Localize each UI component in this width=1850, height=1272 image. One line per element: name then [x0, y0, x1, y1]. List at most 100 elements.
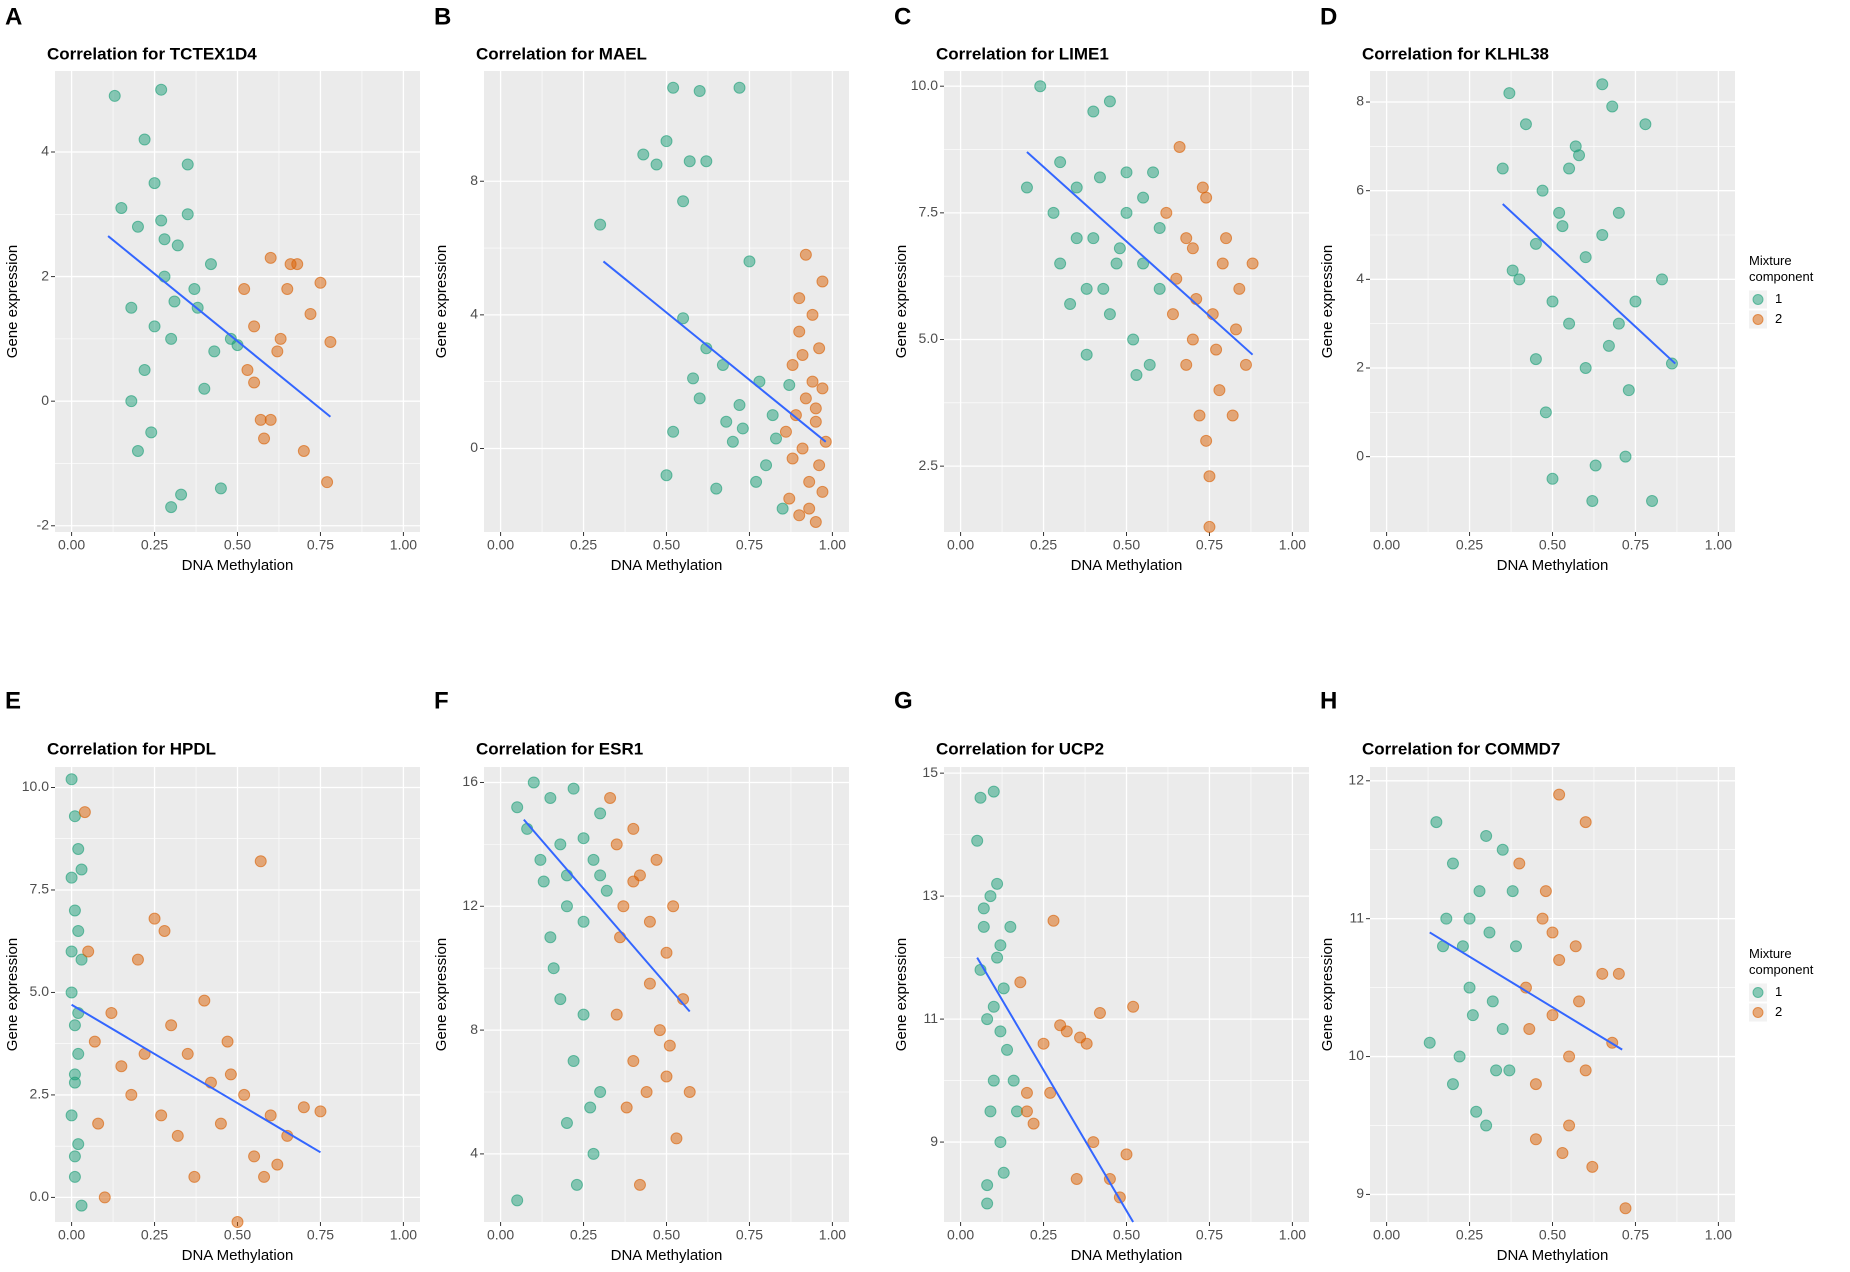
- point: [1203, 520, 1216, 533]
- point: [1483, 926, 1496, 939]
- point: [284, 258, 297, 271]
- y-tick-label: 16: [462, 773, 478, 789]
- x-tick-label: 0.75: [307, 537, 334, 553]
- point: [809, 415, 822, 428]
- x-axis-label: DNA Methylation: [1497, 557, 1609, 574]
- point: [1127, 1000, 1140, 1013]
- point: [594, 218, 607, 231]
- legend-label: 2: [1775, 1004, 1782, 1019]
- point: [743, 255, 756, 268]
- point: [667, 425, 680, 438]
- point: [977, 920, 990, 933]
- y-axis-label: Gene expression: [433, 245, 450, 358]
- chart-title: Correlation for UCP2: [936, 739, 1104, 758]
- x-tick-label: 1.00: [819, 537, 846, 553]
- point: [799, 248, 812, 261]
- point: [650, 853, 663, 866]
- point: [125, 395, 138, 408]
- point: [1446, 1078, 1459, 1091]
- point: [1602, 339, 1615, 352]
- point: [981, 1179, 994, 1192]
- point: [271, 345, 284, 358]
- point: [171, 239, 184, 252]
- point: [1529, 1078, 1542, 1091]
- point: [264, 251, 277, 264]
- point: [809, 515, 822, 528]
- point: [168, 295, 181, 308]
- x-tick-label: 0.00: [487, 1227, 514, 1243]
- point: [248, 376, 261, 389]
- panel-letter: G: [894, 687, 913, 714]
- point: [640, 1086, 653, 1098]
- point: [1612, 206, 1625, 219]
- y-tick-label: 9: [1356, 1185, 1364, 1201]
- point: [570, 1178, 583, 1191]
- point: [1180, 358, 1193, 371]
- point: [1216, 257, 1229, 270]
- y-tick-label: 7.5: [919, 204, 939, 220]
- point: [238, 1088, 251, 1101]
- point: [198, 994, 211, 1007]
- x-tick-label: 0.25: [1030, 537, 1057, 553]
- point: [1503, 87, 1516, 100]
- point: [1546, 926, 1559, 939]
- point: [987, 1074, 1000, 1087]
- panel: E Correlation for HPDL 0.00 0.25 0.50 0.75 1.0…: [4, 687, 420, 1264]
- point: [1612, 967, 1625, 980]
- point: [693, 85, 706, 98]
- point: [1014, 976, 1027, 989]
- point: [577, 915, 590, 928]
- chart-title: Correlation for LIME1: [936, 44, 1109, 63]
- x-tick-label: 1.00: [1705, 1227, 1732, 1243]
- point: [1539, 406, 1552, 419]
- point: [324, 335, 337, 348]
- point: [1007, 1074, 1020, 1087]
- point: [1103, 95, 1116, 108]
- x-tick-label: 1.00: [390, 537, 417, 553]
- point: [610, 838, 623, 851]
- y-tick-label: 2.5: [919, 457, 939, 473]
- point: [806, 375, 819, 388]
- point: [271, 1158, 284, 1171]
- point: [1586, 494, 1599, 507]
- point: [188, 1170, 201, 1183]
- point: [720, 415, 733, 428]
- legend-title: Mixture: [1749, 253, 1792, 268]
- point: [155, 83, 168, 96]
- point: [131, 953, 144, 966]
- point: [544, 791, 557, 804]
- point: [1087, 105, 1100, 118]
- point: [816, 382, 829, 395]
- point: [145, 426, 158, 439]
- point: [813, 459, 826, 472]
- point: [560, 900, 573, 913]
- point: [65, 945, 78, 958]
- point: [1496, 1022, 1509, 1035]
- point: [1563, 1050, 1576, 1063]
- panel: A Correlation for TCTEX1D4 0.00 0.25 0.50 0.7…: [4, 3, 420, 574]
- y-tick-label: 0: [1356, 447, 1364, 463]
- point: [1579, 816, 1592, 829]
- point: [793, 292, 806, 305]
- point: [971, 834, 984, 847]
- point: [637, 148, 650, 161]
- y-tick-label: 8: [470, 1021, 478, 1037]
- point: [224, 1068, 237, 1081]
- point: [314, 1105, 327, 1118]
- x-tick-label: 0.50: [224, 1227, 251, 1243]
- point: [1529, 353, 1542, 366]
- point: [544, 931, 557, 944]
- point: [148, 912, 161, 925]
- point: [803, 502, 816, 515]
- point: [1034, 80, 1047, 93]
- point: [221, 1035, 234, 1048]
- point: [663, 1039, 676, 1052]
- panel-letter: H: [1320, 687, 1337, 714]
- point: [1612, 317, 1625, 330]
- y-axis-label: Gene expression: [893, 245, 910, 358]
- point: [650, 158, 663, 171]
- panel-letter: A: [5, 3, 22, 30]
- point: [1539, 885, 1552, 898]
- point: [1166, 308, 1179, 321]
- point: [1246, 257, 1259, 270]
